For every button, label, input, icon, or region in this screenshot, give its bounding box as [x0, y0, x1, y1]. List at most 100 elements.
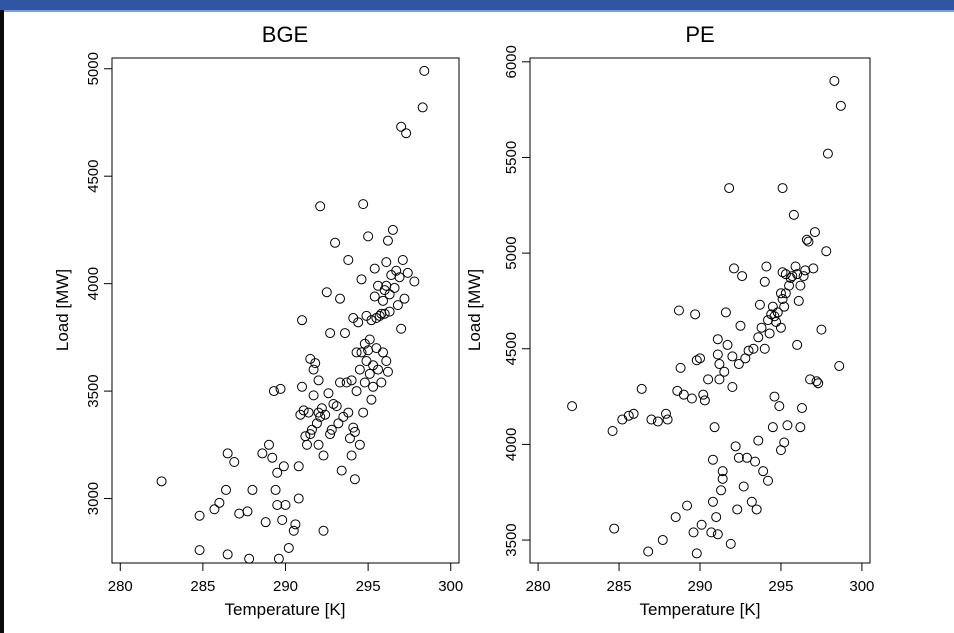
bge-data-point [272, 499, 283, 510]
bge-title: BGE [262, 22, 308, 47]
bge-data-point [229, 457, 240, 467]
bge-y-tick-label: 4500 [85, 160, 102, 193]
pe-data-point [759, 343, 770, 354]
pe-data-point [686, 393, 697, 404]
bge-data-point [377, 347, 388, 358]
pe-data-point [735, 320, 746, 331]
bge-data-point [272, 467, 283, 478]
pe-data-point [688, 527, 699, 538]
pe-data-point [787, 271, 798, 282]
pe-data-point [738, 481, 749, 492]
pe-data-point [690, 309, 701, 320]
pe-data-point [720, 307, 731, 318]
pe-data-point [790, 261, 801, 272]
bge-data-point [273, 553, 284, 564]
pe-data-point [788, 209, 799, 220]
pe-data-point [758, 466, 769, 477]
pe-data-point [696, 519, 707, 530]
bge-data-point [417, 102, 428, 113]
bge-data-point [401, 128, 412, 139]
pe-data-point [733, 452, 744, 463]
bge-data-point [354, 364, 365, 375]
pe-data-point [662, 414, 673, 425]
bge-x-tick-label: 295 [356, 578, 381, 595]
bge-data-point [399, 293, 410, 304]
bge-data-point [194, 545, 205, 556]
pe-data-point [769, 311, 780, 322]
pe-data-point [714, 374, 725, 385]
bge-data-point [419, 65, 430, 76]
bge-data-point [384, 289, 395, 300]
pe-data-point [771, 316, 782, 327]
pe-data-point [753, 435, 764, 446]
pe-data-point [792, 339, 803, 350]
bge-data-point [374, 310, 385, 321]
pe-data-point [675, 362, 686, 373]
bge-data-point [328, 398, 339, 409]
bge-data-point [214, 497, 225, 508]
bge-data-point [293, 493, 304, 504]
bge-data-point [397, 255, 408, 265]
bge-data-point [346, 375, 357, 386]
pe-y-ticks: 3500 4000 4500 5000 5500 6000 [503, 45, 530, 557]
pe-y-tick-label: 3500 [503, 523, 520, 556]
pe-data-point [777, 267, 788, 278]
pe-data-point [822, 148, 833, 159]
pe-data-point [714, 359, 725, 370]
bge-data-point [222, 448, 233, 459]
bge-data-point [409, 276, 420, 287]
bge-data-point [260, 517, 271, 528]
pe-data-point [803, 236, 814, 247]
bge-data-point [298, 405, 309, 416]
bge-data-point [209, 504, 220, 515]
pe-data-point [636, 383, 647, 394]
pe-y-tick-label: 5000 [503, 236, 520, 269]
bge-data-point [280, 499, 291, 510]
pe-data-point [722, 339, 733, 350]
bge-data-point [377, 295, 388, 306]
bge-plot-frame [111, 57, 460, 564]
bge-data-point [354, 439, 365, 450]
pe-data-point [834, 360, 845, 371]
pe-data-point [801, 234, 812, 245]
bge-y-axis-label: Load [MW] [53, 269, 72, 351]
bge-y-tick-label: 4000 [85, 267, 102, 300]
bge-data-point [351, 347, 362, 358]
pe-data-point [756, 322, 767, 333]
bge-data-point [305, 429, 316, 440]
pe-data-point [777, 183, 788, 194]
pe-data-point [764, 328, 775, 339]
bge-data-point [301, 439, 312, 450]
bge-data-point [363, 231, 374, 242]
pe-data-point [628, 408, 639, 419]
pe-data-point [779, 301, 790, 312]
pe-data-point [652, 416, 663, 427]
pe-y-tick-label: 6000 [503, 45, 520, 78]
pe-data-point [748, 343, 759, 354]
pe-data-point [821, 246, 832, 257]
pe-data-point [727, 382, 738, 393]
bge-data-point [331, 401, 342, 412]
bge-data-point [318, 525, 329, 536]
bge-data-point [396, 121, 407, 132]
pe-data-point [729, 263, 739, 274]
bge-data-point [156, 476, 167, 487]
pe-data-point [782, 420, 793, 431]
bge-data-point [297, 381, 308, 392]
pe-data-point [753, 332, 764, 343]
bge-data-point [353, 317, 364, 328]
header-bar [0, 0, 954, 10]
pe-data-point [716, 485, 727, 496]
pe-data-point [733, 359, 744, 370]
pe-data-point [743, 345, 754, 356]
bge-data-point [348, 422, 359, 433]
pe-data-point [623, 410, 634, 421]
bge-data-point [257, 448, 268, 459]
bge-y-tick-label: 5000 [85, 52, 102, 85]
bge-x-ticks: 280 285 290 295 300 [108, 563, 463, 595]
pe-x-tick-label: 285 [607, 578, 632, 595]
bge-data-point [313, 375, 324, 386]
pe-data-point [646, 414, 657, 425]
bge-data-point [306, 424, 317, 435]
pe-data-point [678, 389, 689, 400]
